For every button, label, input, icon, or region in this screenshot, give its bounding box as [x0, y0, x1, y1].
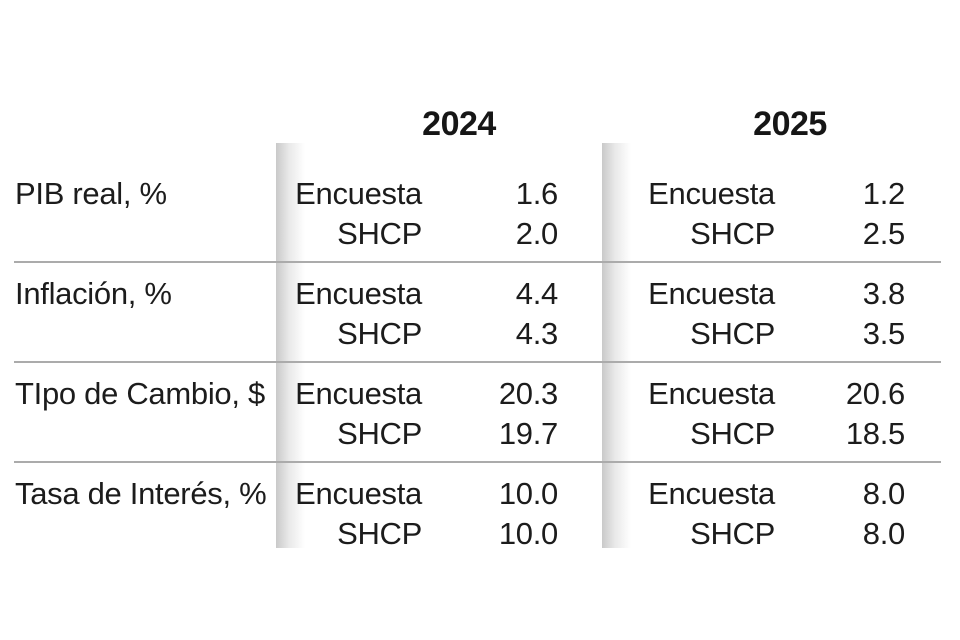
series-label-encuesta: Encuesta — [648, 476, 775, 511]
row-divider — [14, 461, 941, 463]
column-bar-2024 — [276, 143, 305, 548]
value-2025-encuesta: 8.0 — [862, 476, 906, 511]
series-label-encuesta: Encuesta — [295, 376, 422, 411]
series-label-shcp: SHCP — [690, 516, 775, 551]
row-label: Inflación, % — [15, 276, 172, 311]
row-label: PIB real, % — [15, 176, 167, 211]
value-2025-encuesta: 1.2 — [862, 176, 906, 211]
series-label-shcp: SHCP — [690, 316, 775, 351]
series-label-shcp: SHCP — [690, 216, 775, 251]
series-label-shcp: SHCP — [337, 216, 422, 251]
row-divider — [14, 261, 941, 263]
value-2024-shcp: 2.0 — [515, 216, 559, 251]
value-2024-shcp: 19.7 — [498, 416, 558, 451]
column-bar-2025 — [602, 143, 631, 548]
row-label: Tasa de Interés, % — [15, 476, 267, 511]
series-label-shcp: SHCP — [690, 416, 775, 451]
series-label-encuesta: Encuesta — [295, 276, 422, 311]
value-2025-shcp: 2.5 — [862, 216, 906, 251]
value-2024-shcp: 4.3 — [515, 316, 559, 351]
value-2025-shcp: 18.5 — [845, 416, 905, 451]
column-header-2024: 2024 — [422, 105, 496, 143]
series-label-encuesta: Encuesta — [295, 476, 422, 511]
value-2024-encuesta: 20.3 — [498, 376, 558, 411]
value-2025-encuesta: 3.8 — [862, 276, 906, 311]
value-2025-shcp: 8.0 — [862, 516, 906, 551]
value-2025-encuesta: 20.6 — [845, 376, 905, 411]
series-label-shcp: SHCP — [337, 516, 422, 551]
value-2024-shcp: 10.0 — [498, 516, 558, 551]
value-2025-shcp: 3.5 — [862, 316, 906, 351]
series-label-encuesta: Encuesta — [648, 176, 775, 211]
row-divider — [14, 361, 941, 363]
series-label-encuesta: Encuesta — [648, 376, 775, 411]
series-label-encuesta: Encuesta — [648, 276, 775, 311]
series-label-shcp: SHCP — [337, 316, 422, 351]
row-label: TIpo de Cambio, $ — [15, 376, 265, 411]
column-header-2025: 2025 — [753, 105, 827, 143]
value-2024-encuesta: 4.4 — [515, 276, 559, 311]
series-label-encuesta: Encuesta — [295, 176, 422, 211]
series-label-shcp: SHCP — [337, 416, 422, 451]
value-2024-encuesta: 10.0 — [498, 476, 558, 511]
value-2024-encuesta: 1.6 — [515, 176, 559, 211]
